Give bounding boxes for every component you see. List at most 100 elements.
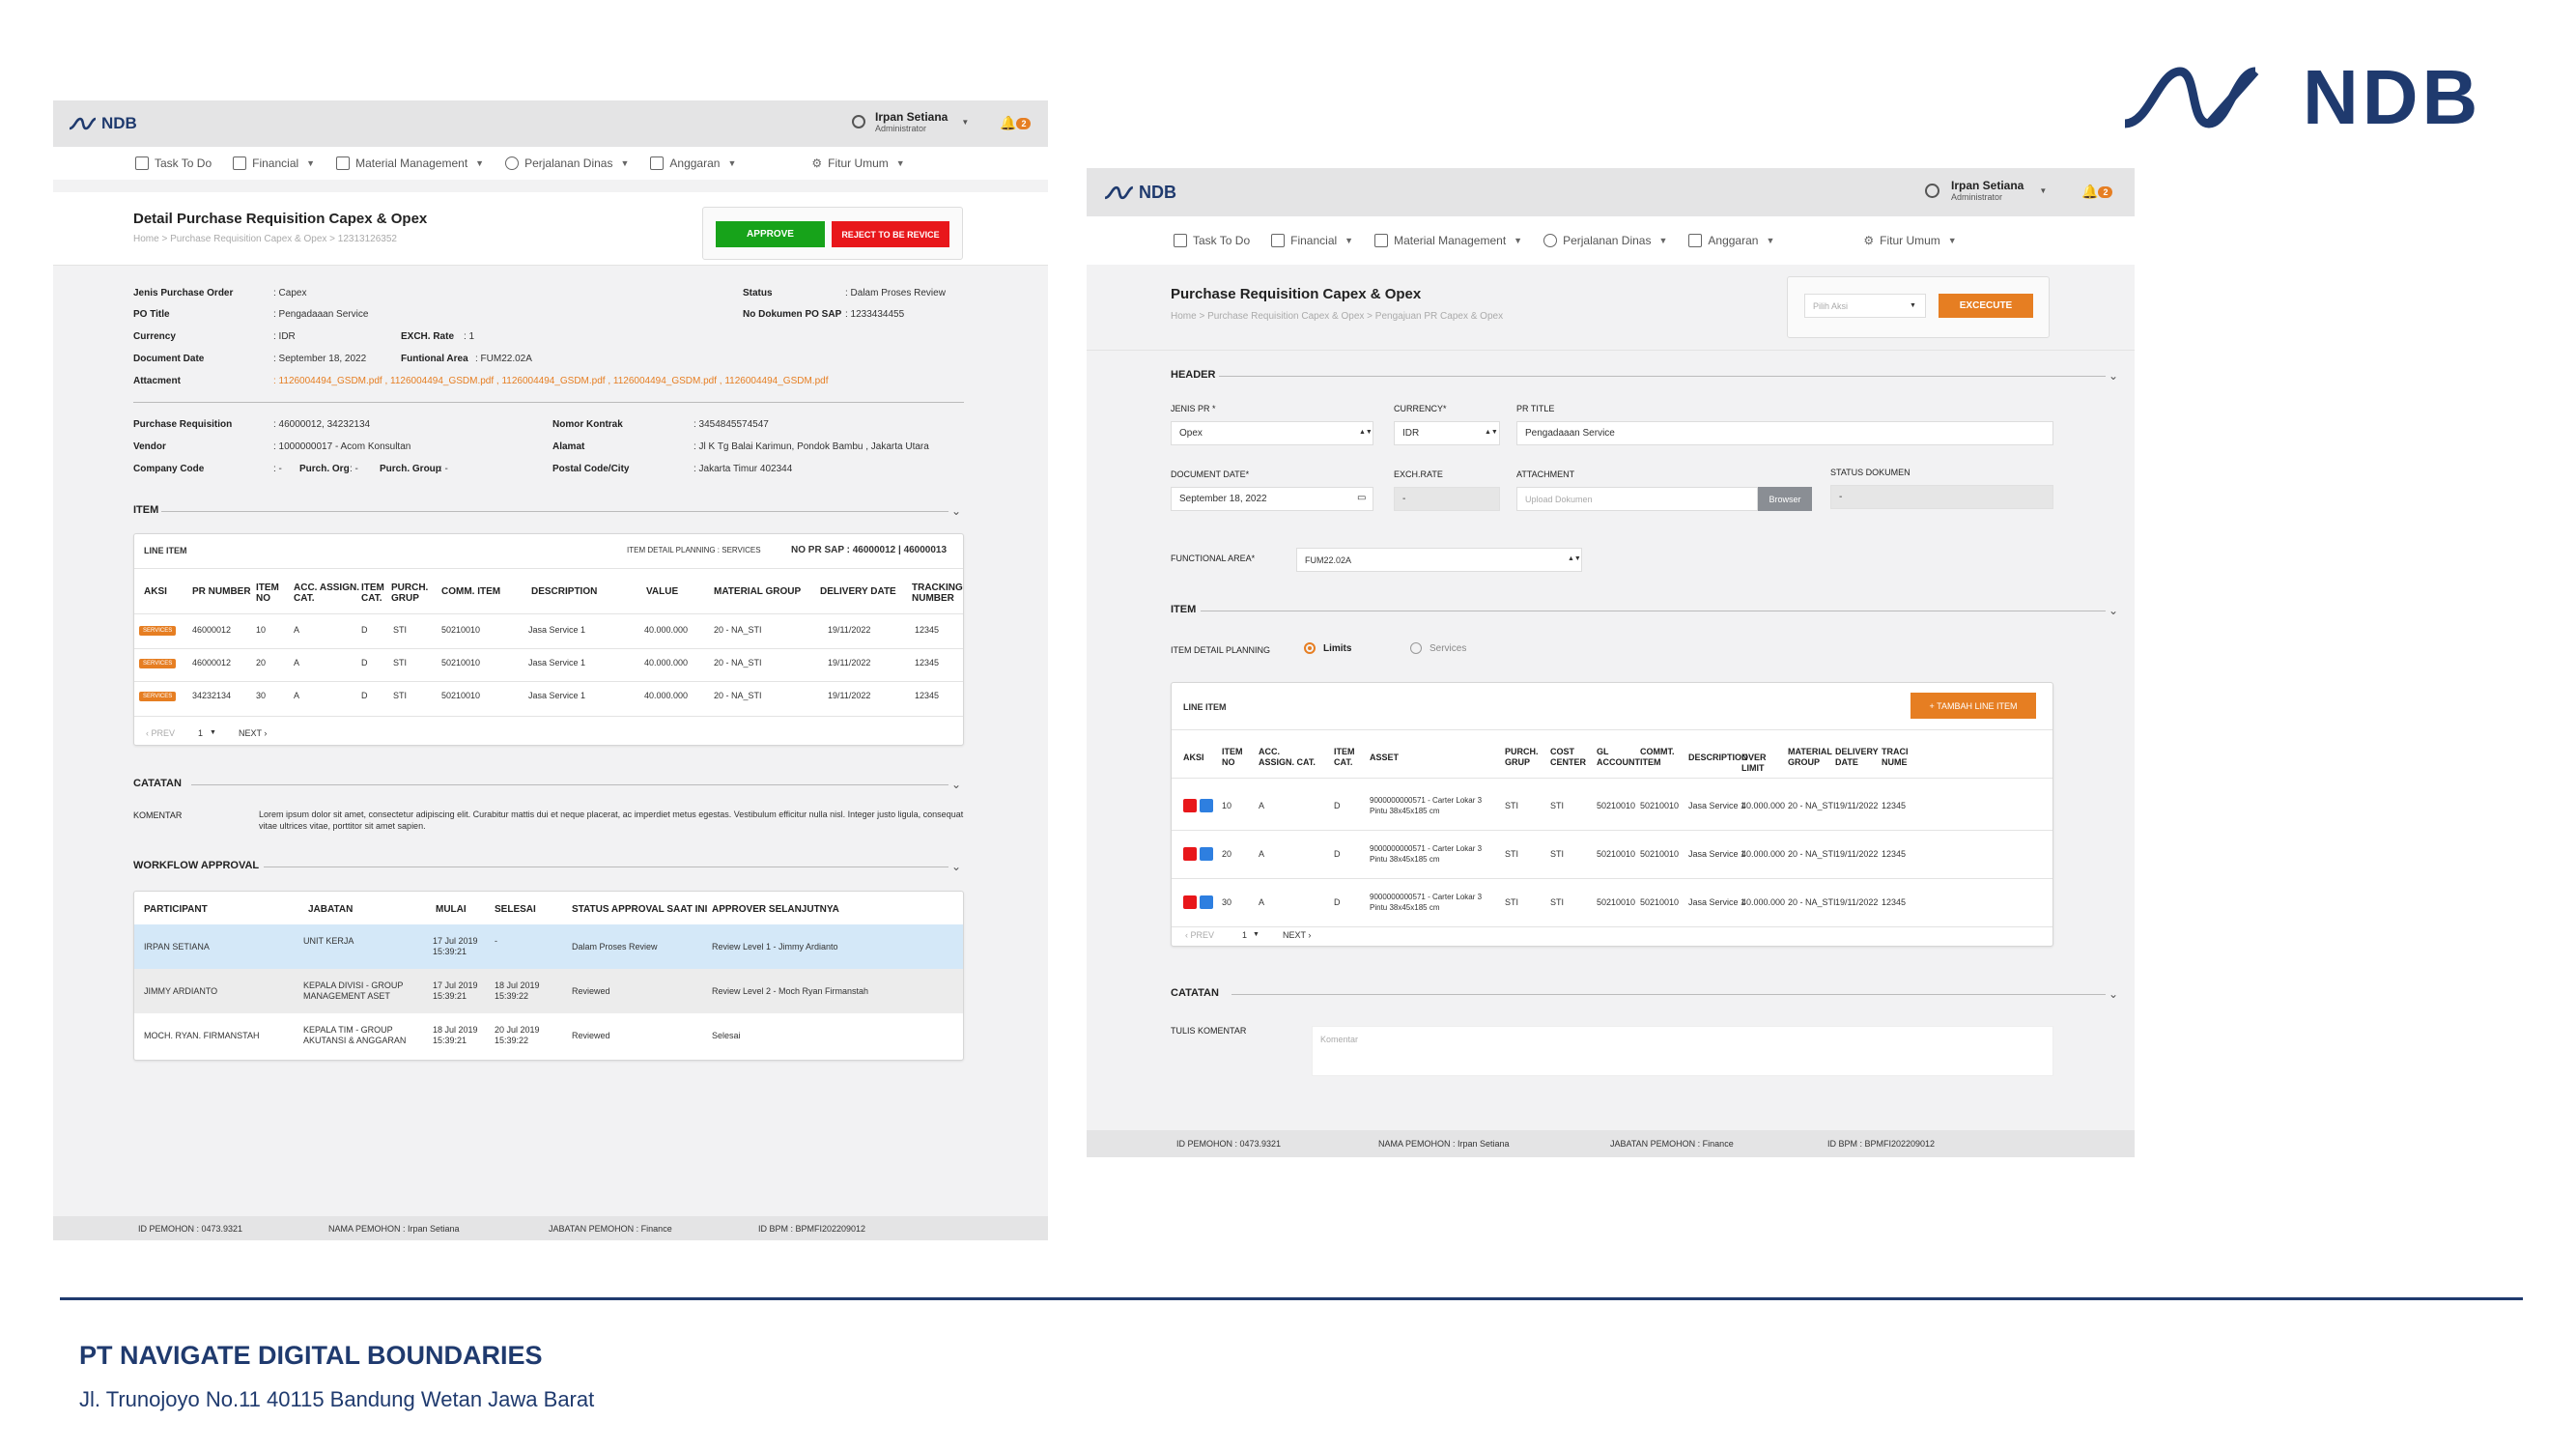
field-value: : Jl K Tg Balai Karimun, Pondok Bambu , … [694, 441, 929, 452]
chevron-down-icon[interactable]: ⌄ [951, 778, 962, 791]
footer-jabatan: JABATAN PEMOHON : Finance [549, 1223, 672, 1234]
prev-button[interactable]: ‹ PREV [146, 728, 176, 738]
functional-area-select[interactable]: FUM22.02A [1296, 548, 1582, 572]
browse-button[interactable]: Browser [1758, 487, 1812, 511]
col-header: COMMT. ITEM [1640, 747, 1675, 767]
chevron-down-icon: ▼ [306, 158, 316, 168]
chevron-down-icon[interactable]: ⌄ [951, 504, 962, 518]
table-cell: 50210010 [1640, 801, 1680, 810]
item-section-title: ITEM [1171, 604, 1197, 615]
edit-icon[interactable] [1200, 799, 1213, 812]
services-tag[interactable]: SERVICES [139, 659, 177, 668]
col-header: DESCRIPTION [531, 586, 598, 597]
table-cell: 50210010 [1597, 849, 1636, 859]
table-cell: 9000000000571 - Carter Lokar 3 Pintu 38x… [1370, 844, 1483, 864]
col-header: ITEM CAT. [361, 582, 384, 604]
table-cell: 10 [1222, 801, 1232, 810]
workflow-row[interactable] [134, 969, 963, 1013]
jenis-pr-select[interactable]: Opex [1171, 421, 1373, 445]
document-date-label: DOCUMENT DATE* [1171, 469, 1250, 479]
grid-icon [1688, 234, 1703, 247]
chevron-down-icon: ▼ [727, 158, 737, 168]
divider [191, 784, 948, 785]
table-cell: 20 - NA_STI [714, 691, 762, 700]
chevron-down-icon[interactable]: ⌄ [951, 860, 962, 873]
calendar-icon[interactable]: ▭ [1357, 493, 1367, 503]
approve-button[interactable]: APPROVE [716, 221, 825, 247]
logo-mark-icon [1104, 185, 1134, 200]
user-menu[interactable]: Irpan Setiana Administrator ▼ [1925, 179, 2047, 202]
services-tag[interactable]: SERVICES [139, 626, 177, 636]
add-line-item-button[interactable]: + TAMBAH LINE ITEM [1911, 693, 2036, 719]
menu-fitur-umum[interactable]: ⚙ Fitur Umum ▼ [1863, 234, 1956, 247]
delete-icon[interactable] [1183, 799, 1197, 812]
divider [1172, 878, 2052, 879]
checkbox-icon [135, 156, 149, 170]
bell-icon: 🔔 [2081, 184, 2099, 199]
document-date-input[interactable]: September 18, 2022 [1171, 487, 1373, 511]
aksi-select[interactable]: Pilih Aksi [1804, 294, 1926, 318]
user-role: Administrator [875, 124, 927, 133]
edit-icon[interactable] [1200, 895, 1213, 909]
menu-anggaran[interactable]: Anggaran ▼ [1688, 234, 1774, 247]
next-button[interactable]: NEXT › [1283, 930, 1312, 940]
user-icon [1925, 183, 1939, 198]
prev-button[interactable]: ‹ PREV [1185, 930, 1215, 940]
field-value: : FUM22.02A [475, 354, 532, 364]
workflow-row[interactable] [134, 924, 963, 969]
field-label: Vendor [133, 441, 166, 452]
attachment-links[interactable]: : 1126004494_GSDM.pdf , 1126004494_GSDM.… [273, 376, 829, 386]
workflow-cell: 20 Jul 2019 15:39:22 [495, 1025, 540, 1045]
notification-button[interactable]: 🔔 2 [2081, 184, 2113, 200]
grid-icon [336, 156, 351, 170]
field-label: Purch. Group [380, 464, 441, 474]
chevron-down-icon[interactable]: ⌄ [2109, 369, 2119, 383]
menu-fitur-umum[interactable]: ⚙ Fitur Umum ▼ [811, 156, 904, 170]
pr-title-input[interactable]: Pengadaaan Service [1516, 421, 2053, 445]
radio-label: Limits [1323, 642, 1352, 654]
menu-label: Financial [1290, 234, 1338, 247]
menu-anggaran[interactable]: Anggaran ▼ [650, 156, 736, 170]
breadcrumb[interactable]: Home > Purchase Requisition Capex & Opex… [133, 234, 397, 244]
col-header: VALUE [646, 586, 679, 597]
delete-icon[interactable] [1183, 895, 1197, 909]
attachment-input[interactable]: Upload Dokumen [1516, 487, 1758, 511]
table-cell: 20 - NA_STI [714, 625, 762, 635]
col-header: ASSET [1370, 753, 1400, 762]
user-icon [852, 115, 865, 128]
menu-perjalanan-dinas[interactable]: Perjalanan Dinas ▼ [1543, 234, 1667, 247]
menu-task-to-do[interactable]: Task To Do [1174, 234, 1250, 247]
menu-financial[interactable]: Financial ▼ [233, 156, 315, 170]
menu-task-to-do[interactable]: Task To Do [135, 156, 212, 170]
divider [1172, 778, 2052, 779]
delete-icon[interactable] [1183, 847, 1197, 861]
services-tag[interactable]: SERVICES [139, 692, 177, 701]
grid-icon [1374, 234, 1389, 247]
radio-limits[interactable]: Limits [1304, 642, 1351, 654]
menu-material-management[interactable]: Material Management ▼ [1374, 234, 1522, 247]
reject-button[interactable]: REJECT TO BE REVICE [832, 221, 949, 247]
menu-material-management[interactable]: Material Management ▼ [336, 156, 484, 170]
user-menu[interactable]: Irpan Setiana Administrator ▼ [852, 110, 969, 133]
field-label: Nomor Kontrak [552, 419, 623, 430]
chevron-down-icon: ▼ [895, 158, 905, 168]
workflow-row[interactable] [134, 1013, 963, 1058]
chevron-down-icon[interactable]: ⌄ [2109, 604, 2119, 617]
edit-icon[interactable] [1200, 847, 1213, 861]
menu-perjalanan-dinas[interactable]: Perjalanan Dinas ▼ [505, 156, 629, 170]
radio-services[interactable]: Services [1410, 642, 1466, 654]
page-select[interactable]: 1 [198, 728, 204, 738]
chevron-down-icon[interactable]: ⌄ [2109, 987, 2119, 1001]
table-cell: 19/11/2022 [1835, 849, 1879, 859]
execute-button[interactable]: EXCECUTE [1939, 294, 2033, 318]
next-button[interactable]: NEXT › [239, 728, 268, 738]
field-label: Purch. Org [299, 464, 350, 474]
page-select[interactable]: 1 [1242, 930, 1248, 940]
currency-select[interactable]: IDR [1394, 421, 1500, 445]
table-cell: 19/11/2022 [1835, 801, 1879, 810]
notification-button[interactable]: 🔔 2 [1000, 115, 1032, 131]
breadcrumb[interactable]: Home > Purchase Requisition Capex & Opex… [1171, 311, 1504, 322]
komentar-textarea[interactable]: Komentar [1312, 1026, 2053, 1076]
menu-financial[interactable]: Financial ▼ [1271, 234, 1353, 247]
col-header: TRACKING NUMBER [912, 582, 963, 604]
